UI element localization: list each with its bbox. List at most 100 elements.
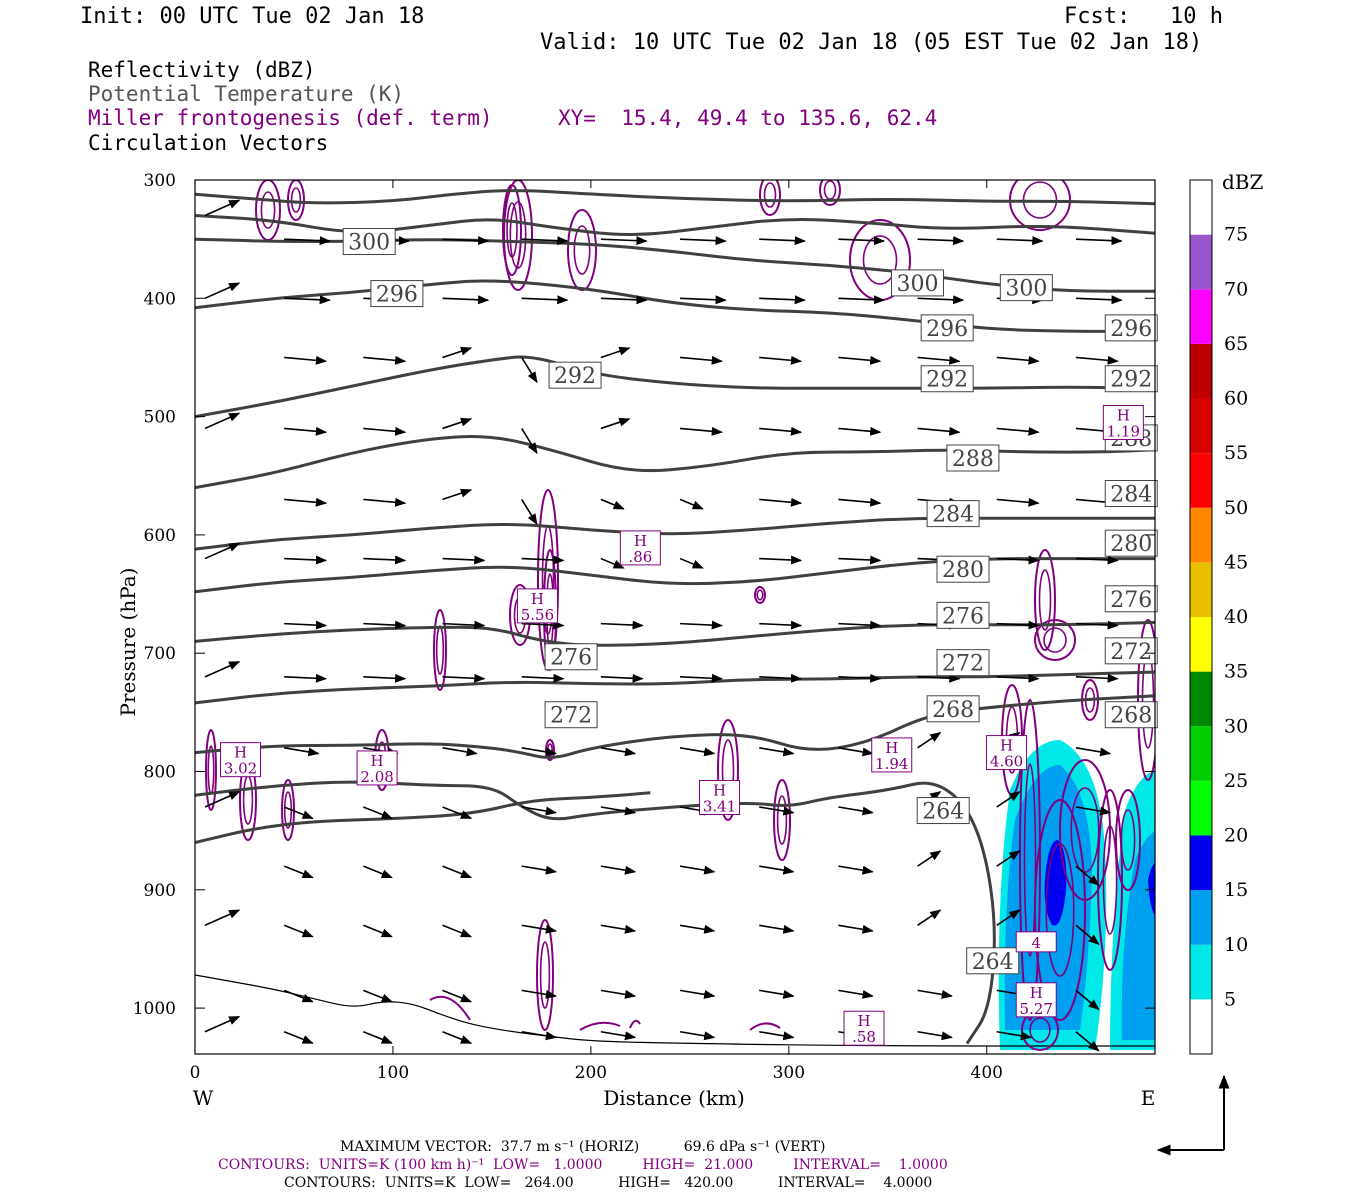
theta-label-text: 292 bbox=[554, 364, 596, 389]
circulation-vector bbox=[363, 620, 407, 630]
circulation-vector bbox=[679, 989, 716, 999]
circulation-vector bbox=[759, 620, 803, 630]
circulation-vector bbox=[1075, 236, 1123, 246]
frontogenesis-contour bbox=[433, 609, 447, 691]
circulation-vector bbox=[1075, 620, 1119, 630]
circulation-vector bbox=[600, 806, 637, 816]
theta-label-text: 264 bbox=[922, 800, 964, 825]
fronto-max-value: .86 bbox=[628, 548, 652, 566]
circulation-vector bbox=[204, 199, 241, 217]
circulation-vector bbox=[917, 295, 965, 305]
fronto-max-letter: H bbox=[857, 1012, 870, 1030]
circulation-vector bbox=[996, 355, 1040, 365]
circulation-vector bbox=[838, 806, 874, 816]
circulation-vector bbox=[600, 865, 637, 875]
circulation-vector bbox=[521, 428, 538, 455]
frontogenesis-contour bbox=[629, 1019, 641, 1029]
circulation-vector bbox=[759, 1030, 795, 1041]
theta-label-text: 292 bbox=[926, 368, 968, 393]
y-tick-label: 500 bbox=[144, 408, 176, 428]
frontogenesis-contour bbox=[756, 589, 764, 601]
frontogenesis-contour bbox=[763, 182, 777, 208]
circulation-vector bbox=[996, 497, 1040, 507]
colorbar-level-label: 70 bbox=[1224, 278, 1248, 300]
circulation-vector bbox=[679, 426, 723, 436]
theta-contour-280 bbox=[195, 557, 1155, 594]
circulation-vector bbox=[996, 555, 1040, 565]
circulation-vector bbox=[363, 426, 407, 436]
theta-label-box bbox=[966, 947, 1020, 975]
theta-label: 300 bbox=[890, 269, 944, 297]
fronto-max-box bbox=[871, 737, 913, 773]
west-label: W bbox=[193, 1086, 214, 1110]
circulation-vector bbox=[759, 924, 795, 934]
circulation-vector bbox=[1075, 806, 1112, 816]
theta-labels: 300 296 292 288 284 280 276 272 268 264 264 276 272 3… bbox=[342, 228, 1158, 975]
frontogenesis-contour bbox=[546, 743, 553, 757]
frontogenesis-contour bbox=[1102, 825, 1118, 935]
circulation-vector bbox=[600, 1030, 637, 1041]
circulation-vector bbox=[284, 747, 320, 757]
theta-label-text: 292 bbox=[1110, 368, 1152, 393]
circulation-vector bbox=[442, 620, 486, 630]
theta-label-box bbox=[999, 274, 1053, 302]
circulation-vector bbox=[521, 1030, 558, 1041]
x-tick-label: 0 bbox=[190, 1063, 201, 1083]
circulation-vector bbox=[442, 236, 490, 246]
frontogenesis-contour bbox=[579, 1021, 621, 1031]
circulation-vector bbox=[996, 1030, 1033, 1041]
colorbar-level-label: 30 bbox=[1224, 715, 1248, 737]
legend-reflectivity: Reflectivity (dBZ) bbox=[88, 58, 316, 82]
x-axis-label: Distance (km) bbox=[603, 1086, 745, 1110]
theta-label-box bbox=[916, 797, 970, 825]
circulation-vector bbox=[917, 1030, 953, 1041]
colorbar: 5 10 15 20 25 30 35 40 45 50 55 60 65 70 75 bbox=[1189, 179, 1248, 1055]
theta-label: 288 bbox=[946, 444, 1000, 472]
theta-label-text: 264 bbox=[972, 950, 1014, 975]
frontogenesis-contour bbox=[1034, 549, 1056, 651]
circulation-vector bbox=[1075, 989, 1100, 1011]
frontogenesis-contour bbox=[717, 719, 739, 821]
circulation-vector bbox=[521, 498, 538, 526]
theta-label-text: 280 bbox=[942, 558, 984, 583]
circulation-vector bbox=[442, 555, 486, 565]
frontogenesis-contour bbox=[749, 1022, 781, 1031]
circulation-vector bbox=[283, 1031, 314, 1044]
circulation-vector bbox=[600, 295, 648, 305]
circulation-vector bbox=[838, 295, 886, 305]
fronto-max-value: 5.27 bbox=[1020, 1000, 1053, 1018]
frontogenesis-contour bbox=[255, 180, 281, 241]
fronto-max-label: H.58 bbox=[843, 1010, 885, 1046]
fronto-max-value: 3.41 bbox=[703, 798, 736, 816]
theta-contour-300 bbox=[195, 214, 1155, 236]
circulation-vector bbox=[917, 909, 942, 926]
fronto-max-label: H1.19 bbox=[1102, 405, 1144, 441]
theta-label-text: 300 bbox=[348, 231, 390, 256]
circulation-vector bbox=[759, 497, 803, 507]
circulation-vector bbox=[442, 295, 490, 305]
circulation-vector bbox=[838, 236, 886, 246]
circulation-vector bbox=[996, 850, 1021, 867]
theta-label-text: 276 bbox=[942, 604, 984, 629]
circulation-vector bbox=[521, 924, 558, 934]
frontogenesis-contour bbox=[567, 209, 597, 291]
theta-label-text: 276 bbox=[550, 646, 592, 671]
colorbar-segment bbox=[1190, 944, 1212, 1000]
theta-label-text: 276 bbox=[1110, 588, 1152, 613]
circulation-vector bbox=[679, 498, 704, 510]
circulation-vector bbox=[284, 236, 331, 246]
colorbar-segment bbox=[1190, 562, 1212, 617]
circulation-vector bbox=[1075, 355, 1119, 365]
circulation-vector bbox=[1154, 925, 1155, 927]
colorbar-level-label: 10 bbox=[1224, 934, 1248, 956]
y-tick-label: 300 bbox=[144, 171, 176, 191]
colorbar-segment bbox=[1190, 453, 1212, 508]
theta-label: 272 bbox=[544, 701, 598, 729]
circulation-vector bbox=[442, 417, 473, 430]
circulation-vector bbox=[838, 355, 882, 365]
circulation-vector bbox=[442, 865, 473, 879]
theta-contour-288 bbox=[195, 435, 1155, 490]
theta-label: 300 bbox=[999, 274, 1053, 302]
theta-label-box bbox=[920, 365, 974, 393]
fronto-max-letter: H bbox=[713, 782, 726, 800]
